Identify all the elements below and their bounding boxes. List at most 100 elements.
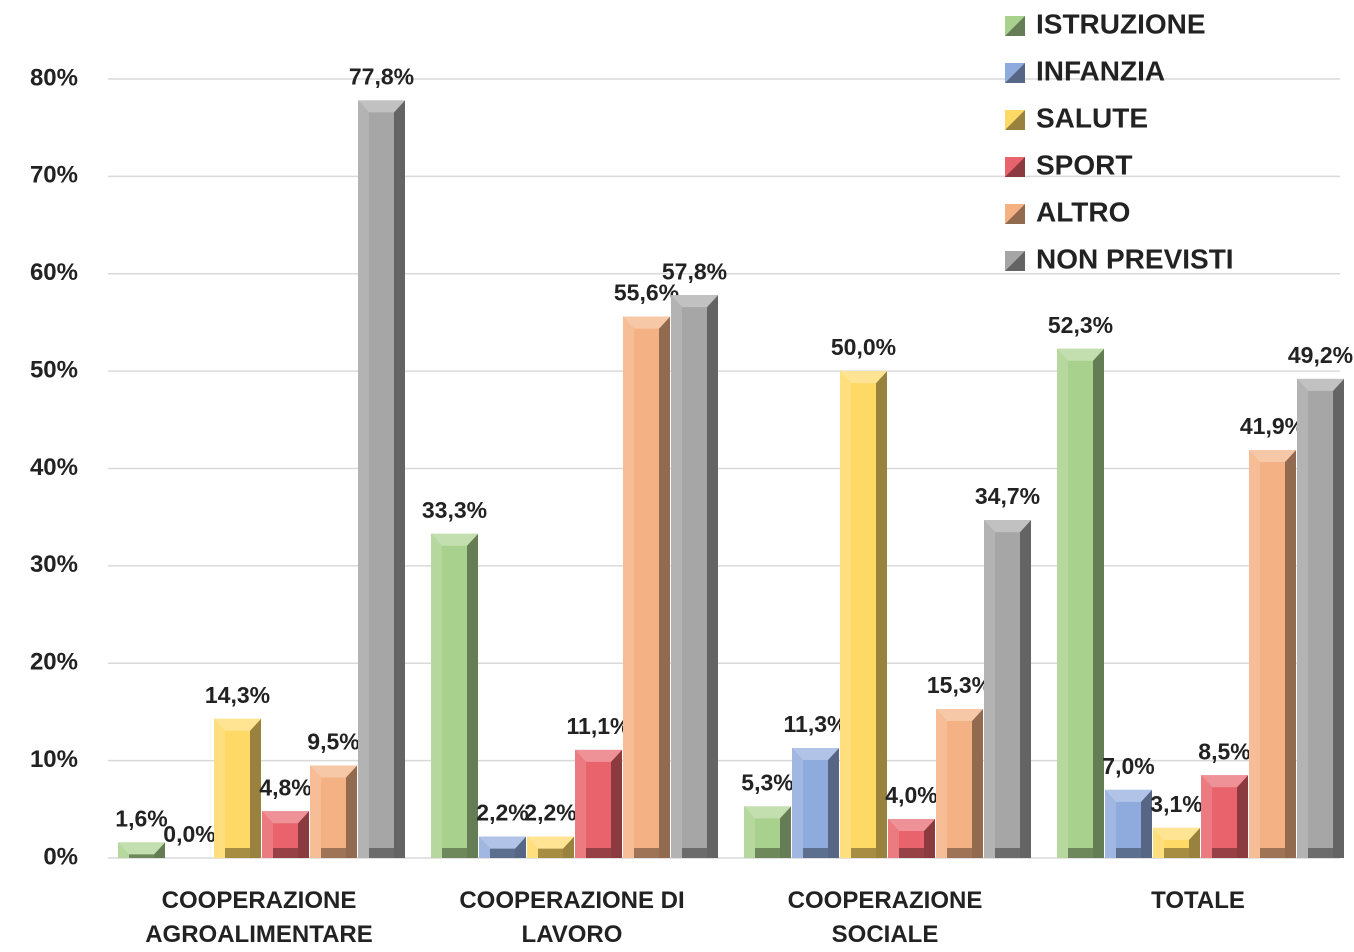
data-label: 55,6% xyxy=(614,280,679,306)
bar-bevel-left xyxy=(671,295,682,858)
bar-bevel-top xyxy=(527,836,574,849)
legend-label: SPORT xyxy=(1036,149,1132,180)
data-label: 11,1% xyxy=(567,713,631,739)
bar-bevel-top xyxy=(1105,789,1152,802)
bar-bevel-top xyxy=(1297,378,1344,391)
bar-bevel-right xyxy=(250,718,261,858)
data-label: 50,0% xyxy=(831,334,896,360)
bar-bevel-top xyxy=(118,842,165,855)
data-label: 34,7% xyxy=(975,483,1040,509)
bar-bevel-top xyxy=(575,749,622,762)
bar-bevel-right xyxy=(1020,520,1031,858)
bar-bevel-bottom xyxy=(803,848,828,858)
bar-bevel-right xyxy=(515,836,526,858)
bar-bevel-right xyxy=(563,836,574,858)
data-label: 4,0% xyxy=(885,782,937,808)
bar-bevel-left xyxy=(1057,348,1068,858)
bar-bevel-top xyxy=(744,806,791,819)
bar-bevel-left xyxy=(888,819,899,858)
bar-bevel-left xyxy=(262,811,273,858)
bar-bevel-right xyxy=(659,316,670,859)
legend-label: SALUTE xyxy=(1036,102,1148,133)
bar-bevel-top xyxy=(984,520,1031,533)
bar-bevel-bottom xyxy=(634,848,659,858)
bar-bevel-left xyxy=(214,718,225,858)
bar-bevel-top xyxy=(479,836,526,849)
x-tick-label: COOPERAZIONE SOCIALE xyxy=(787,887,983,948)
bar-bevel-left xyxy=(431,533,442,858)
bar-bevel-right xyxy=(346,765,357,858)
bar-bevel-bottom xyxy=(1068,848,1093,858)
legend-swatch-shade xyxy=(1005,110,1025,130)
bar-bevel-right xyxy=(972,709,983,858)
bar-bevel-bottom xyxy=(442,848,467,858)
bar-bevel-bottom xyxy=(899,848,924,858)
data-label: 9,5% xyxy=(307,729,359,755)
bar-bevel-bottom xyxy=(1212,848,1237,858)
bar-bevel-right xyxy=(876,371,887,858)
data-label: 5,3% xyxy=(741,769,793,795)
bar-bevel-left xyxy=(744,806,755,858)
data-label: 0,0% xyxy=(163,821,215,847)
bar-bevel-bottom xyxy=(369,848,394,858)
y-tick-label: 0% xyxy=(43,843,78,870)
bar-bevel-right xyxy=(828,747,839,858)
bar-bevel-left xyxy=(1153,827,1164,858)
bar-bevel-right xyxy=(1189,827,1200,858)
y-tick-label: 20% xyxy=(30,649,78,676)
bar-bevel-top xyxy=(671,295,718,308)
bar-bevel-top xyxy=(792,747,839,760)
x-tick-label: TOTALE xyxy=(1151,887,1245,914)
y-tick-label: 10% xyxy=(30,746,78,773)
chart: 0% 10% 20% 30% 40% 50% 60% 70% 80% 1,6%0,0% 14,3% 4… xyxy=(30,8,1353,870)
bar-bevel-right xyxy=(467,533,478,858)
legend-swatch-shade xyxy=(1005,63,1025,83)
data-label: 77,8% xyxy=(349,64,414,90)
bar-bevel-right xyxy=(1285,449,1296,858)
y-tick-label: 40% xyxy=(30,454,78,481)
bar-bevel-left xyxy=(984,520,995,858)
bar-bevel-right xyxy=(298,811,309,858)
legend-swatch-shade xyxy=(1005,251,1025,271)
bar-bevel-left xyxy=(792,747,803,858)
data-label: 52,3% xyxy=(1048,312,1113,338)
bar-bevel-bottom xyxy=(1308,848,1333,858)
bar-bevel-right xyxy=(1237,775,1248,858)
bar-bevel-right xyxy=(1141,789,1152,858)
y-tick-label: 60% xyxy=(30,259,78,286)
bar-bevel-left xyxy=(479,836,490,858)
bar-bevel-left xyxy=(936,709,947,858)
data-label: 1,6% xyxy=(115,805,167,831)
bar-bevel-top xyxy=(1057,348,1104,361)
legend-label: NON PREVISTI xyxy=(1036,243,1234,274)
bar-bevel-bottom xyxy=(538,848,563,858)
data-label: 7,0% xyxy=(1102,753,1154,779)
bar-bevel-left xyxy=(840,371,851,858)
bar-bevel-top xyxy=(214,718,261,731)
x-tick-label: COOPERAZIONE AGROALIMENTARE xyxy=(145,887,373,948)
bar-bevel-bottom xyxy=(1116,848,1141,858)
bar-bevel-left xyxy=(575,749,586,858)
y-tick-label: 70% xyxy=(30,162,78,189)
legend-label: ISTRUZIONE xyxy=(1036,8,1206,39)
bar-bevel-left xyxy=(527,836,538,858)
bar-bevel-right xyxy=(1333,378,1344,858)
bar-bevel-right xyxy=(154,842,165,858)
bar-bevel-right xyxy=(394,100,405,859)
legend-label: ALTRO xyxy=(1036,196,1130,227)
data-label: 3,1% xyxy=(1150,791,1202,817)
bar-bevel-top xyxy=(1249,449,1296,462)
bar-bevel-bottom xyxy=(947,848,972,858)
bar-bevel-right xyxy=(1093,348,1104,858)
bar-bevel-top xyxy=(623,316,670,329)
data-label: 49,2% xyxy=(1288,342,1353,368)
bar-bevel-bottom xyxy=(225,848,250,858)
bar-bevel-bottom xyxy=(321,848,346,858)
bar-bevel-top xyxy=(310,765,357,778)
data-label: 33,3% xyxy=(422,497,487,523)
bar-bevel-right xyxy=(924,819,935,858)
bar-bevel-right xyxy=(707,295,718,858)
bar-bevel-left xyxy=(1249,449,1260,858)
bar-bevel-top xyxy=(1153,827,1200,840)
